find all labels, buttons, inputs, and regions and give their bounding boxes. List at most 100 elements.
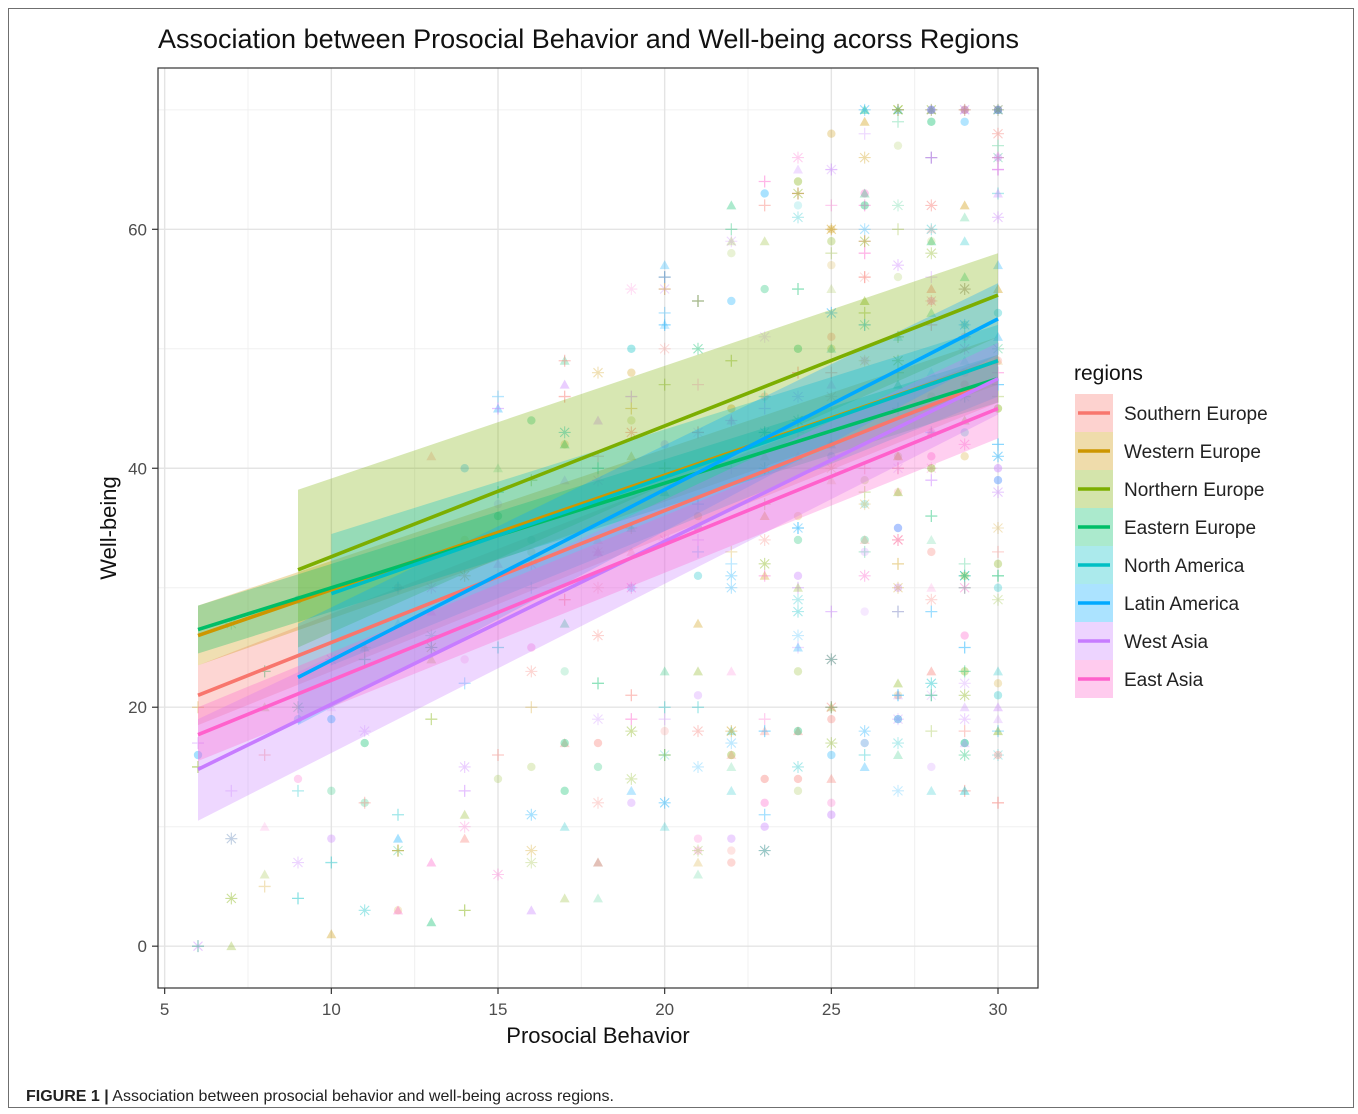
data-point <box>492 402 504 415</box>
data-point <box>760 189 769 198</box>
data-point <box>459 833 470 843</box>
data-point <box>892 737 904 750</box>
data-point <box>758 557 771 570</box>
data-point <box>827 344 836 353</box>
data-point <box>225 784 238 797</box>
data-point <box>993 476 1003 485</box>
data-point <box>325 856 338 869</box>
caption-label: FIGURE 1 | <box>26 1088 109 1105</box>
data-point <box>425 629 438 642</box>
data-point <box>558 354 571 367</box>
data-point <box>693 666 703 676</box>
data-point <box>425 641 438 654</box>
data-point <box>960 428 969 437</box>
data-point <box>960 667 969 676</box>
data-point <box>960 117 969 126</box>
data-point <box>893 141 903 150</box>
data-point <box>992 151 1004 164</box>
data-point <box>992 163 1004 176</box>
data-point <box>958 318 971 331</box>
data-point <box>692 545 704 558</box>
data-point <box>827 332 836 342</box>
y-tick-label: 40 <box>128 459 147 478</box>
data-point <box>926 785 937 795</box>
data-point <box>859 188 870 198</box>
data-point <box>958 689 971 702</box>
trend-line-northern-europe <box>297 293 999 572</box>
data-point <box>892 462 904 475</box>
data-point <box>726 236 737 246</box>
data-point <box>692 725 704 738</box>
data-point <box>758 330 771 343</box>
data-point <box>927 464 936 473</box>
data-point <box>393 833 403 843</box>
data-point <box>692 426 704 439</box>
data-point <box>659 260 670 270</box>
data-point <box>858 127 871 140</box>
x-axis-ticks: 5 10 15 20 25 30 <box>160 988 1007 1019</box>
data-point <box>860 547 869 557</box>
data-point <box>893 714 903 724</box>
data-point <box>727 834 736 843</box>
data-point <box>960 738 969 748</box>
data-point <box>858 247 871 260</box>
data-point <box>993 105 1003 115</box>
data-point <box>559 439 570 449</box>
data-point <box>892 103 904 116</box>
data-point <box>459 809 470 819</box>
data-point <box>758 808 771 821</box>
data-point <box>192 940 204 953</box>
data-point <box>959 785 970 795</box>
data-point <box>758 844 771 857</box>
data-point <box>892 462 904 475</box>
data-point <box>658 283 671 296</box>
data-point <box>559 379 570 389</box>
data-point <box>993 691 1003 700</box>
data-point <box>725 737 738 750</box>
data-point <box>527 547 536 557</box>
data-point <box>993 559 1003 569</box>
data-point <box>993 188 1003 198</box>
data-point <box>393 583 403 592</box>
data-point <box>358 653 371 666</box>
data-point <box>858 354 871 367</box>
data-point <box>758 199 771 212</box>
data-point <box>758 426 771 439</box>
data-point <box>625 390 638 403</box>
data-point <box>758 175 771 188</box>
data-point <box>626 785 637 795</box>
data-point <box>558 426 571 439</box>
data-point <box>426 857 437 867</box>
data-point <box>892 354 904 367</box>
data-point <box>893 272 903 282</box>
data-point <box>592 474 604 487</box>
data-point <box>893 451 903 461</box>
data-point <box>559 475 570 485</box>
legend-label-west-asia: West Asia <box>1124 632 1209 653</box>
data-point <box>425 641 438 654</box>
data-point <box>859 104 870 114</box>
data-point <box>958 283 971 296</box>
data-point <box>892 199 904 212</box>
data-point <box>826 475 837 485</box>
data-point <box>960 452 969 461</box>
data-point <box>792 593 804 606</box>
data-point <box>959 104 970 114</box>
data-point <box>858 725 871 738</box>
data-point <box>593 738 603 748</box>
data-point <box>925 151 938 164</box>
data-point <box>992 486 1004 499</box>
data-point <box>793 774 803 784</box>
data-point <box>758 533 771 546</box>
data-point <box>258 880 271 893</box>
data-point <box>992 151 1004 164</box>
data-point <box>893 487 903 497</box>
data-point <box>793 571 803 580</box>
data-point <box>993 666 1003 676</box>
data-point <box>327 834 336 843</box>
data-point <box>825 462 838 475</box>
data-point <box>992 749 1004 762</box>
data-point <box>858 486 871 499</box>
data-point <box>658 749 671 762</box>
data-point <box>826 379 837 389</box>
